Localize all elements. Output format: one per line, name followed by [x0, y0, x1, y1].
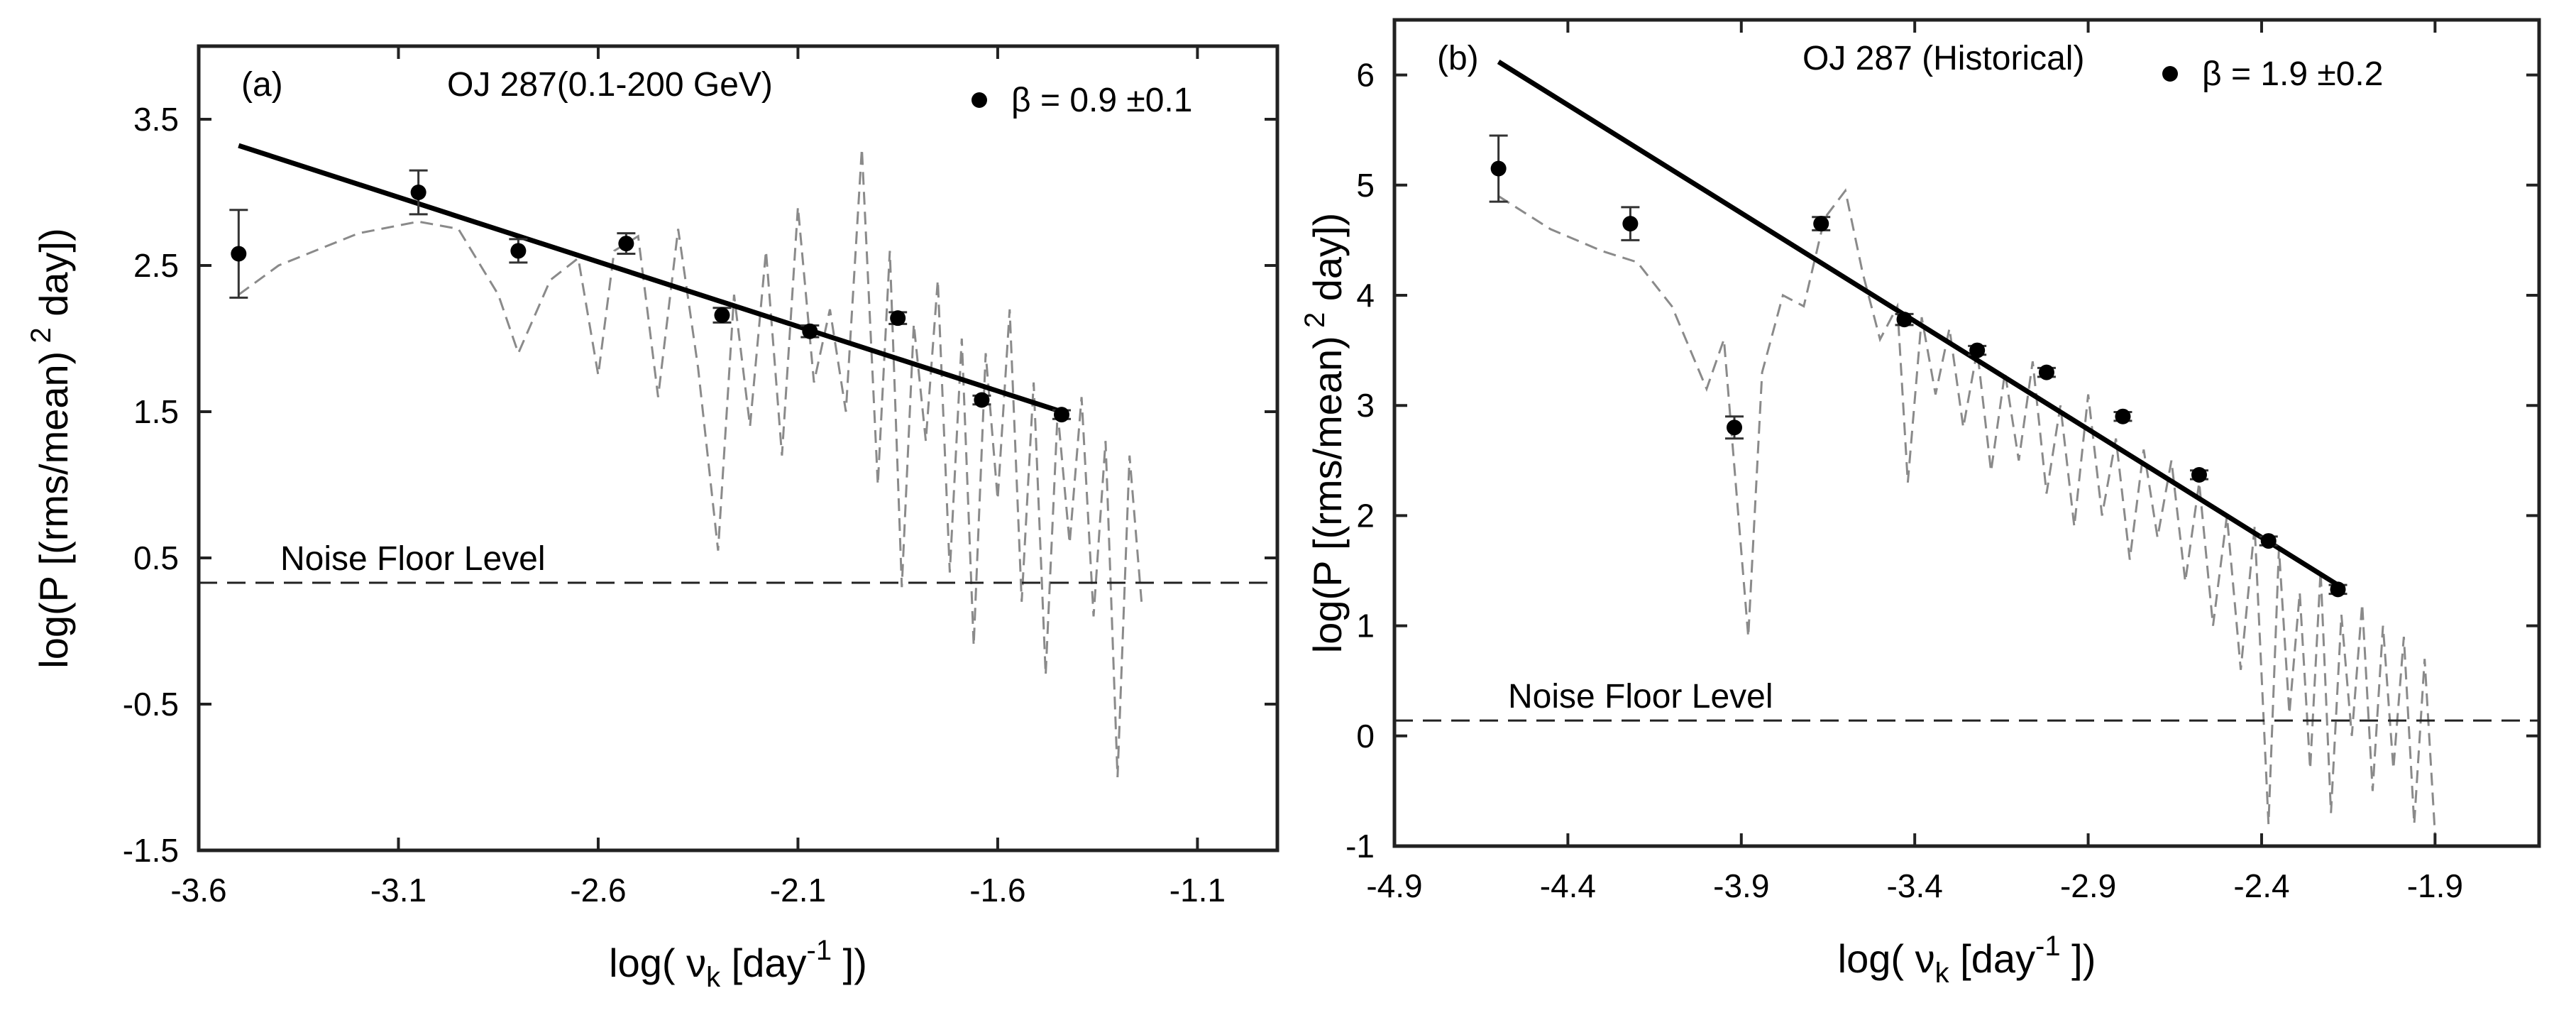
- panel-label: (b): [1437, 40, 1479, 77]
- noise-floor-label: Noise Floor Level: [280, 540, 546, 578]
- x-tick-label: -2.6: [570, 872, 626, 909]
- panel-title: OJ 287 (Historical): [1802, 40, 2084, 77]
- data-point: [2191, 466, 2207, 483]
- y-axis-label: log(P [(rms/mean) 2 day]): [26, 228, 76, 669]
- x-tick-label: -1.6: [969, 872, 1025, 909]
- panel-label: (a): [241, 66, 283, 104]
- x-tick-label: -3.1: [370, 872, 426, 909]
- x-axis-label: log( νk [day-1 ]): [1838, 931, 2096, 989]
- y-tick-label: -1: [1345, 828, 1375, 865]
- y-tick-label: -0.5: [123, 686, 179, 723]
- data-point: [890, 310, 906, 327]
- x-tick-label: -2.9: [2060, 867, 2116, 904]
- x-tick-label: -1.9: [2407, 867, 2463, 904]
- legend-beta-label: β = 1.9 ±0.2: [2202, 55, 2383, 93]
- y-axis-label: log(P [(rms/mean) 2 day]): [1299, 213, 1350, 654]
- x-tick-label: -1.1: [1169, 872, 1226, 909]
- x-axis-label: log( νk [day-1 ]): [609, 935, 867, 993]
- x-tick-label: -2.1: [770, 872, 826, 909]
- data-point: [974, 392, 990, 408]
- y-tick-label: 1: [1356, 608, 1375, 645]
- y-tick-label: 2.5: [133, 247, 179, 284]
- data-point: [714, 307, 730, 324]
- panel-a: Noise Floor Level -3.6 -3.1 -2.6 -2.1 -1.6 -1.…: [26, 44, 1279, 993]
- simulated-psd-line: [1497, 188, 2436, 835]
- data-point: [410, 185, 426, 200]
- data-point: [1813, 216, 1829, 232]
- data-point: [2330, 581, 2346, 598]
- legend-marker: [2162, 66, 2178, 82]
- y-tick-label: 4: [1356, 277, 1375, 314]
- power-law-fit-line: [1497, 60, 2340, 588]
- y-tick-label: 2: [1356, 497, 1375, 534]
- x-tick-label: -2.4: [2233, 867, 2289, 904]
- simulated-psd-line: [238, 148, 1143, 778]
- data-point: [2038, 364, 2054, 380]
- data-point: [1622, 216, 1639, 232]
- data-point: [1969, 342, 1986, 358]
- legend-marker: [971, 92, 987, 108]
- panel-title: OJ 287(0.1-200 GeV): [447, 66, 773, 104]
- plot-frame: [197, 44, 1279, 852]
- y-tick-label: 3.5: [133, 101, 179, 138]
- data-point: [1896, 312, 1912, 328]
- data-point: [510, 243, 527, 259]
- y-tick-label: 5: [1356, 167, 1375, 204]
- data-point: [802, 323, 818, 339]
- y-tick-label: 1.5: [133, 393, 179, 430]
- data-point: [2260, 533, 2277, 549]
- y-tick-label: 3: [1356, 387, 1375, 424]
- y-tick-label: -1.5: [123, 832, 179, 869]
- data-point: [1727, 419, 1743, 436]
- data-point: [1054, 407, 1069, 423]
- data-point: [2115, 408, 2131, 424]
- data-point: [231, 246, 247, 262]
- y-tick-label: 0: [1356, 718, 1375, 755]
- y-tick-label: 0.5: [133, 539, 179, 576]
- x-tick-label: -4.4: [1540, 867, 1596, 904]
- power-law-fit-line: [238, 143, 1063, 415]
- x-tick-label: -3.9: [1713, 867, 1769, 904]
- data-point: [618, 236, 634, 252]
- x-tick-label: -3.6: [170, 872, 226, 909]
- x-tick-label: -3.4: [1887, 867, 1943, 904]
- panel-b: Noise Floor Level -4.9 -4.4 -3.9 -3.4 -2.9 -2.…: [1299, 18, 2541, 989]
- plot-frame: [1392, 18, 2541, 848]
- y-tick-label: 6: [1356, 57, 1375, 94]
- legend-beta-label: β = 0.9 ±0.1: [1011, 82, 1192, 119]
- data-point: [1490, 160, 1507, 177]
- x-tick-label: -4.9: [1366, 867, 1422, 904]
- noise-floor-label: Noise Floor Level: [1508, 678, 1773, 715]
